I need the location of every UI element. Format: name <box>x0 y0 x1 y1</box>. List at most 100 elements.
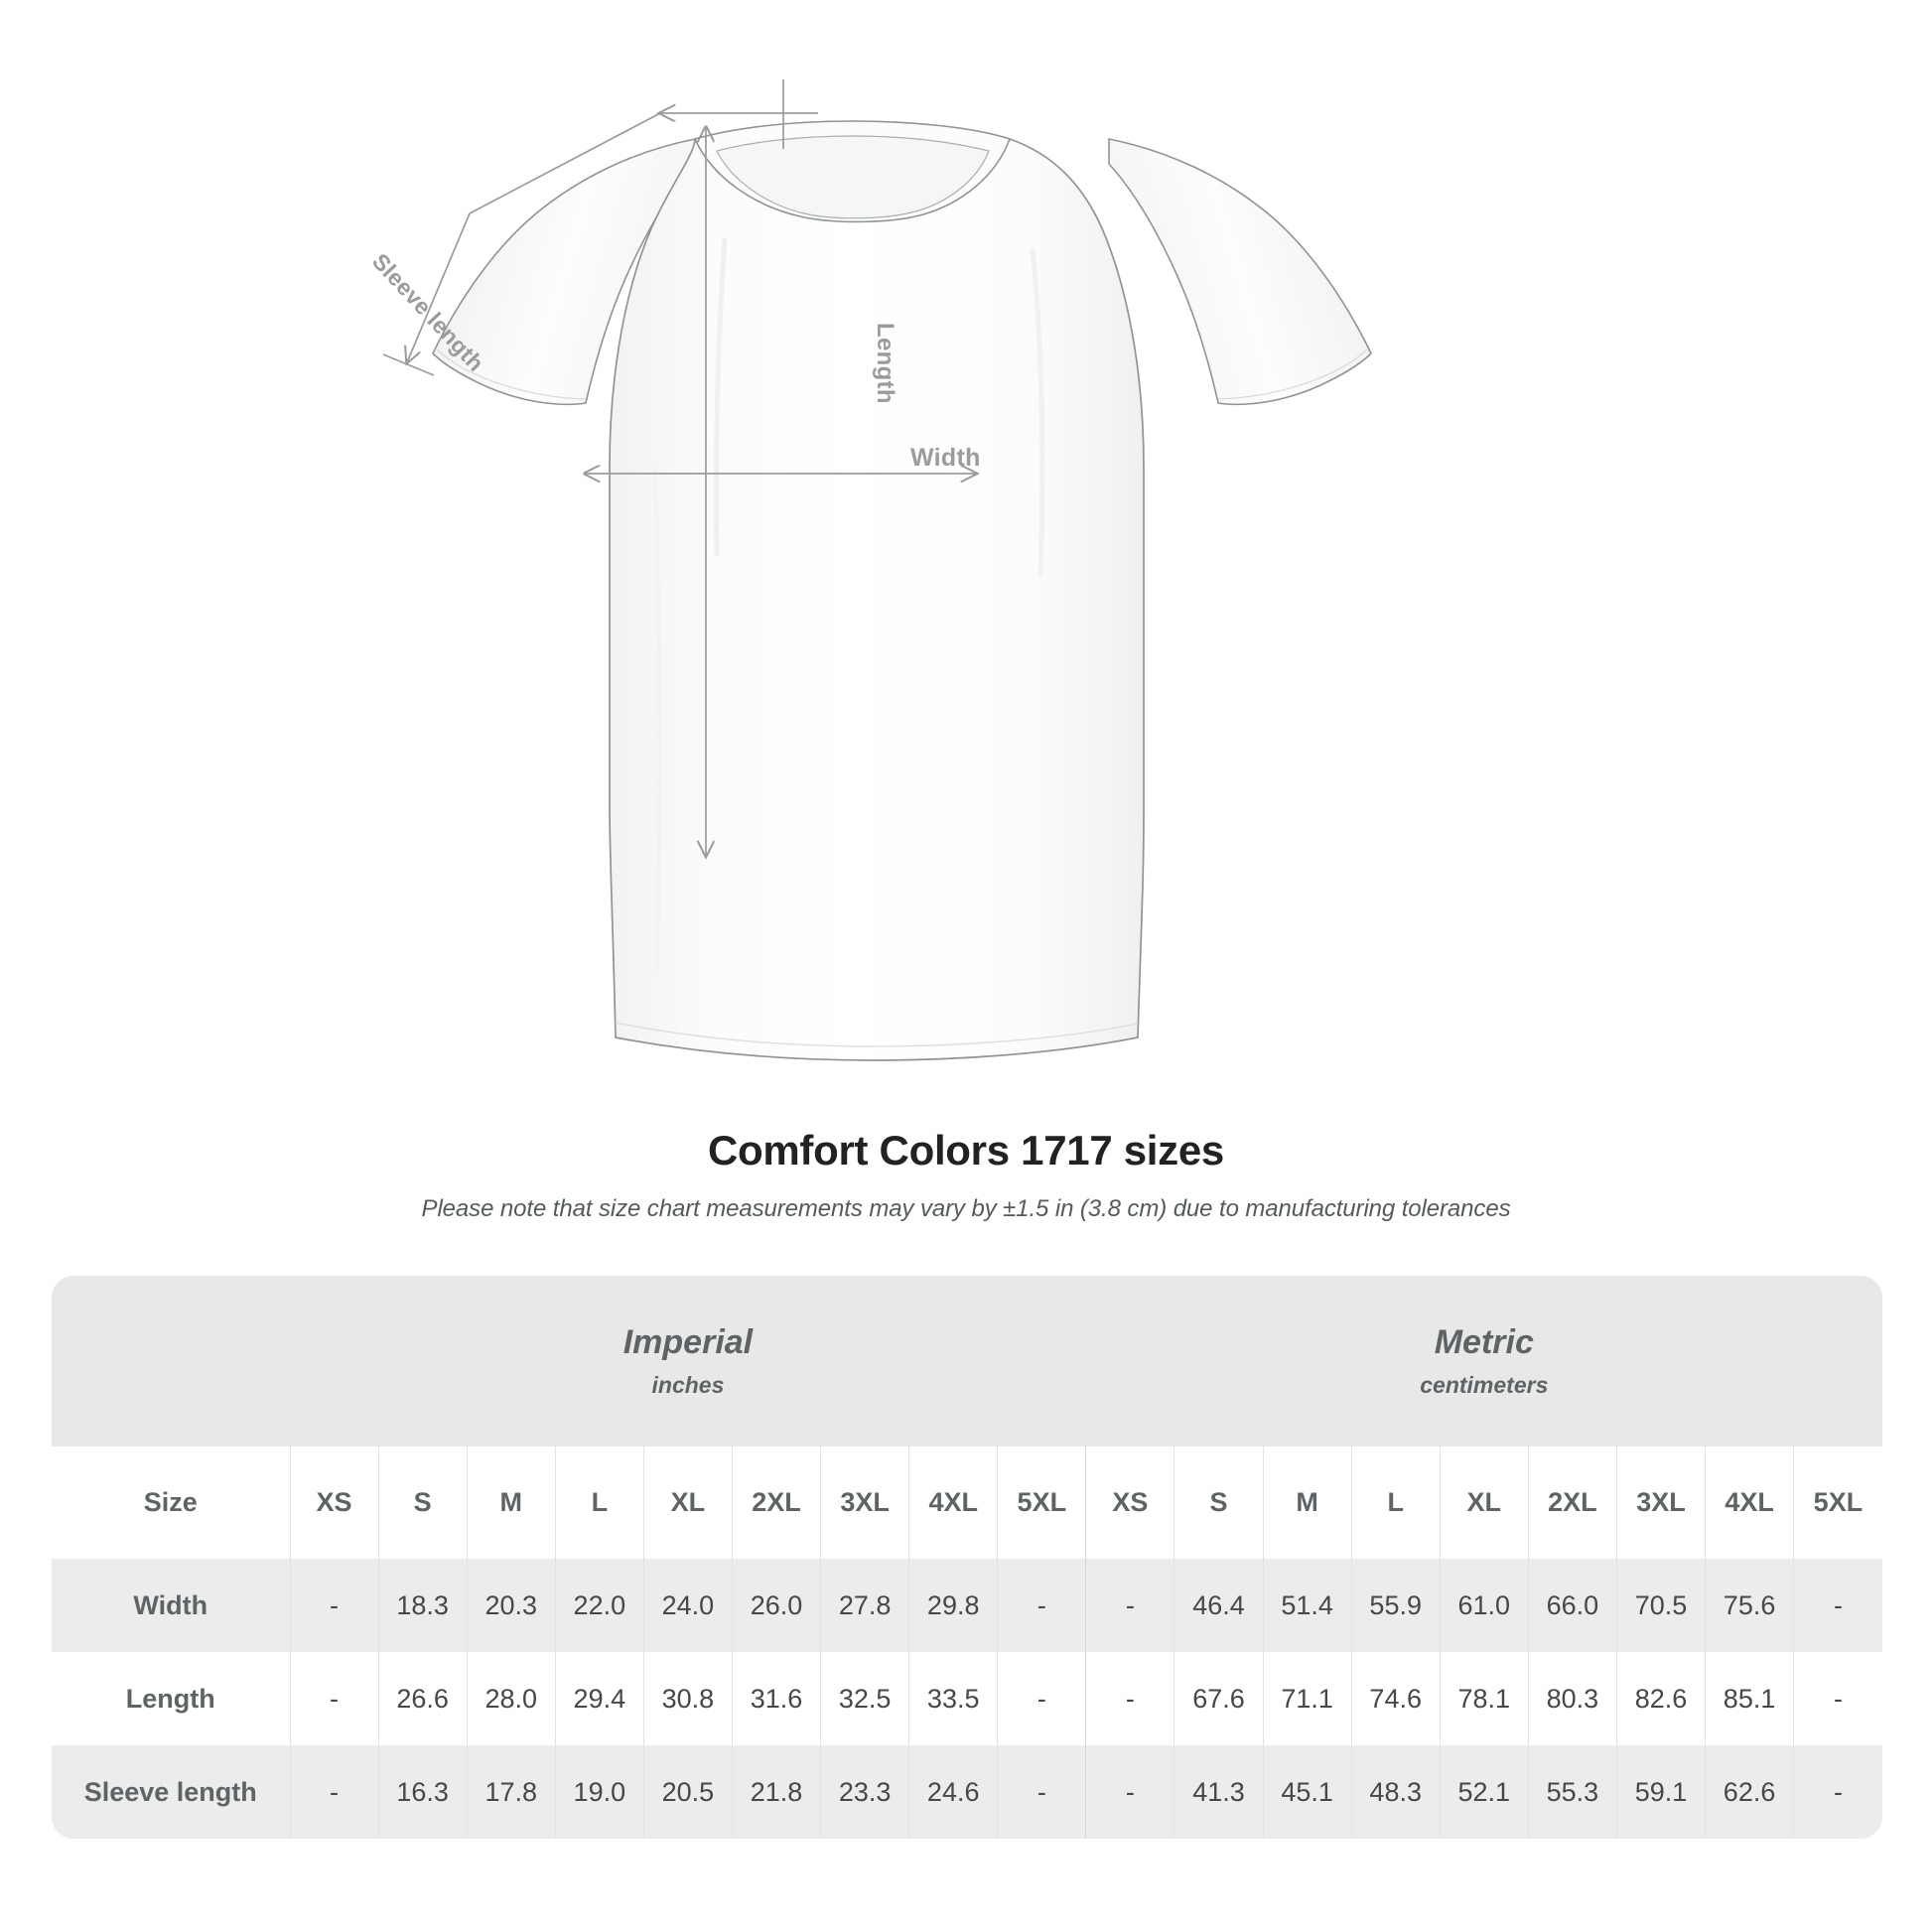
cell-width-met-2xl: 66.0 <box>1527 1559 1617 1652</box>
unit-header-corner <box>52 1276 290 1447</box>
row-label-sleeve-length: Sleeve length <box>52 1745 290 1839</box>
cell-width-imp-4xl: 29.8 <box>908 1559 998 1652</box>
cell-sleeve-imp-2xl: 21.8 <box>731 1745 821 1839</box>
unit-group-imperial: Imperial inches <box>290 1276 1086 1447</box>
cell-width-met-s: 46.4 <box>1173 1559 1264 1652</box>
metric-subtitle: centimeters <box>1420 1372 1549 1399</box>
cell-sleeve-met-2xl: 55.3 <box>1527 1745 1617 1839</box>
cell-sleeve-imp-3xl: 23.3 <box>820 1745 909 1839</box>
cell-length-met-xl: 78.1 <box>1439 1652 1529 1745</box>
size-col-met-xl: XL <box>1439 1447 1529 1559</box>
size-col-met-2xl: 2XL <box>1527 1447 1617 1559</box>
cell-length-met-m: 71.1 <box>1262 1652 1352 1745</box>
cell-sleeve-met-5xl: - <box>1793 1745 1882 1839</box>
cell-length-met-4xl: 85.1 <box>1705 1652 1794 1745</box>
cell-width-imp-3xl: 27.8 <box>820 1559 909 1652</box>
size-col-imp-2xl: 2XL <box>731 1447 821 1559</box>
size-col-met-m: M <box>1262 1447 1352 1559</box>
title-block: Comfort Colors 1717 sizes Please note th… <box>0 1127 1932 1223</box>
length-dimension-label: Length <box>872 323 898 404</box>
imperial-subtitle: inches <box>651 1372 725 1399</box>
cell-sleeve-met-4xl: 62.6 <box>1705 1745 1794 1839</box>
cell-width-met-xl: 61.0 <box>1439 1559 1529 1652</box>
shirt-body-shape <box>432 120 1372 1061</box>
tshirt-measurement-diagram: Sleeve length Length Width <box>367 79 1372 1061</box>
size-col-met-4xl: 4XL <box>1705 1447 1794 1559</box>
cell-length-imp-s: 26.6 <box>377 1652 468 1745</box>
width-dimension-label: Width <box>910 444 981 472</box>
cell-width-met-5xl: - <box>1793 1559 1882 1652</box>
cell-width-met-m: 51.4 <box>1262 1559 1352 1652</box>
cell-sleeve-imp-s: 16.3 <box>377 1745 468 1839</box>
cell-length-imp-4xl: 33.5 <box>908 1652 998 1745</box>
size-table-container: Imperial inches Metric centimeters Size … <box>52 1276 1882 1839</box>
unit-group-header-row: Imperial inches Metric centimeters <box>52 1276 1882 1447</box>
cell-length-met-s: 67.6 <box>1173 1652 1264 1745</box>
size-col-imp-m: M <box>466 1447 556 1559</box>
cell-length-imp-5xl: - <box>997 1652 1086 1745</box>
size-col-imp-5xl: 5XL <box>997 1447 1086 1559</box>
size-col-imp-s: S <box>377 1447 468 1559</box>
size-col-imp-xs: XS <box>289 1447 379 1559</box>
cell-length-imp-2xl: 31.6 <box>731 1652 821 1745</box>
size-col-imp-l: L <box>554 1447 644 1559</box>
imperial-title: Imperial <box>622 1323 754 1362</box>
size-table: Imperial inches Metric centimeters Size … <box>52 1276 1882 1839</box>
size-header-row: Size XS S M L XL 2XL 3XL 4XL 5XL XS S M … <box>52 1447 1882 1559</box>
size-col-met-xs: XS <box>1085 1447 1174 1559</box>
cell-width-met-l: 55.9 <box>1350 1559 1441 1652</box>
cell-length-met-l: 74.6 <box>1350 1652 1441 1745</box>
cell-sleeve-imp-4xl: 24.6 <box>908 1745 998 1839</box>
cell-sleeve-met-xs: - <box>1085 1745 1174 1839</box>
size-col-met-l: L <box>1350 1447 1441 1559</box>
page-title: Comfort Colors 1717 sizes <box>707 1127 1224 1173</box>
size-col-met-3xl: 3XL <box>1615 1447 1706 1559</box>
cell-width-imp-m: 20.3 <box>466 1559 556 1652</box>
cell-width-imp-2xl: 26.0 <box>731 1559 821 1652</box>
row-label-length: Length <box>52 1652 290 1745</box>
cell-width-met-4xl: 75.6 <box>1705 1559 1794 1652</box>
size-col-imp-xl: XL <box>642 1447 733 1559</box>
tshirt-illustration <box>382 79 1372 1061</box>
table-row: Width - 18.3 20.3 22.0 24.0 26.0 27.8 29… <box>52 1559 1882 1652</box>
cell-width-imp-s: 18.3 <box>377 1559 468 1652</box>
cell-width-imp-xs: - <box>289 1559 379 1652</box>
cell-length-imp-xs: - <box>289 1652 379 1745</box>
cell-length-imp-3xl: 32.5 <box>820 1652 909 1745</box>
cell-sleeve-imp-5xl: - <box>997 1745 1086 1839</box>
cell-sleeve-imp-xl: 20.5 <box>642 1745 733 1839</box>
table-row: Length - 26.6 28.0 29.4 30.8 31.6 32.5 3… <box>52 1652 1882 1745</box>
size-col-imp-4xl: 4XL <box>908 1447 998 1559</box>
cell-length-imp-m: 28.0 <box>466 1652 556 1745</box>
cell-width-met-xs: - <box>1085 1559 1174 1652</box>
cell-sleeve-imp-m: 17.8 <box>466 1745 556 1839</box>
cell-sleeve-met-s: 41.3 <box>1173 1745 1264 1839</box>
cell-width-met-3xl: 70.5 <box>1615 1559 1706 1652</box>
size-col-imp-3xl: 3XL <box>820 1447 909 1559</box>
size-col-met-s: S <box>1173 1447 1264 1559</box>
table-row: Sleeve length - 16.3 17.8 19.0 20.5 21.8… <box>52 1745 1882 1839</box>
cell-length-met-3xl: 82.6 <box>1615 1652 1706 1745</box>
cell-sleeve-met-m: 45.1 <box>1262 1745 1352 1839</box>
tolerance-note: Please note that size chart measurements… <box>421 1195 1511 1223</box>
row-label-width: Width <box>52 1559 290 1652</box>
cell-sleeve-met-3xl: 59.1 <box>1615 1745 1706 1839</box>
cell-length-met-5xl: - <box>1793 1652 1882 1745</box>
metric-title: Metric <box>1434 1323 1534 1362</box>
cell-length-met-2xl: 80.3 <box>1527 1652 1617 1745</box>
cell-length-imp-xl: 30.8 <box>642 1652 733 1745</box>
cell-sleeve-imp-xs: - <box>289 1745 379 1839</box>
cell-width-imp-xl: 24.0 <box>642 1559 733 1652</box>
cell-sleeve-met-l: 48.3 <box>1350 1745 1441 1839</box>
cell-sleeve-imp-l: 19.0 <box>554 1745 644 1839</box>
unit-group-metric: Metric centimeters <box>1085 1276 1882 1447</box>
size-col-met-5xl: 5XL <box>1793 1447 1882 1559</box>
cell-sleeve-met-xl: 52.1 <box>1439 1745 1529 1839</box>
sleeve-length-dimension-arrow <box>382 79 818 376</box>
cell-length-met-xs: - <box>1085 1652 1174 1745</box>
cell-width-imp-5xl: - <box>997 1559 1086 1652</box>
size-header-label: Size <box>52 1447 290 1559</box>
cell-width-imp-l: 22.0 <box>554 1559 644 1652</box>
cell-length-imp-l: 29.4 <box>554 1652 644 1745</box>
